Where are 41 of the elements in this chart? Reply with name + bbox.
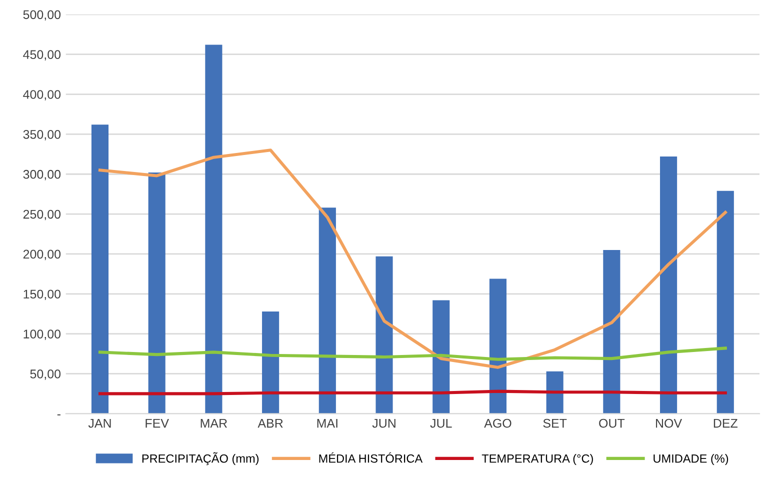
x-tick-label: AGO bbox=[484, 418, 512, 428]
y-tick-label: 350,00 bbox=[23, 130, 61, 140]
bar bbox=[546, 371, 564, 414]
x-tick-label: ABR bbox=[258, 418, 283, 428]
y-tick-label: 50,00 bbox=[30, 370, 61, 380]
bar bbox=[660, 156, 678, 414]
bar bbox=[489, 278, 506, 414]
y-tick-label: 400,00 bbox=[23, 90, 61, 100]
y-tick-label: 100,00 bbox=[24, 330, 61, 340]
x-tick-label: NOV bbox=[656, 418, 682, 428]
x-tick-label: JUN bbox=[372, 418, 396, 428]
bar bbox=[603, 250, 620, 414]
legend-label: MÉDIA HISTÓRICA bbox=[319, 452, 423, 463]
bar bbox=[205, 44, 222, 414]
y-tick-label: 250,00 bbox=[23, 210, 61, 220]
x-tick-label: MAI bbox=[317, 418, 338, 428]
x-tick-label: FEV bbox=[146, 418, 169, 428]
x-tick-label: OUT bbox=[599, 418, 625, 428]
y-tick-label: - bbox=[57, 414, 60, 416]
bar bbox=[148, 172, 166, 414]
y-tick-label: 150,00 bbox=[24, 290, 61, 300]
y-tick-label: 300,00 bbox=[23, 170, 61, 180]
bar bbox=[318, 208, 336, 414]
line-series bbox=[98, 148, 727, 369]
bar bbox=[91, 124, 109, 414]
x-tick-label: JUL bbox=[430, 418, 452, 428]
x-tick-label: MAR bbox=[200, 418, 228, 428]
bar bbox=[262, 311, 280, 414]
x-tick-label: JAN bbox=[88, 418, 111, 428]
legend-label: PRECIPITAÇÃO (mm) bbox=[142, 452, 259, 466]
y-tick-label: 500,00 bbox=[23, 10, 61, 21]
y-tick-label: 450,00 bbox=[23, 50, 61, 60]
bar bbox=[716, 190, 734, 414]
bar bbox=[376, 256, 393, 414]
x-tick-label: SET bbox=[543, 418, 567, 428]
y-tick-label: 200,00 bbox=[23, 250, 61, 260]
legend-label: UMIDADE (%) bbox=[654, 454, 728, 466]
x-tick-label: DEZ bbox=[714, 418, 738, 428]
legend-label: TEMPERATURA (°C) bbox=[482, 454, 593, 466]
bar bbox=[432, 300, 450, 414]
line-series bbox=[98, 346, 727, 361]
